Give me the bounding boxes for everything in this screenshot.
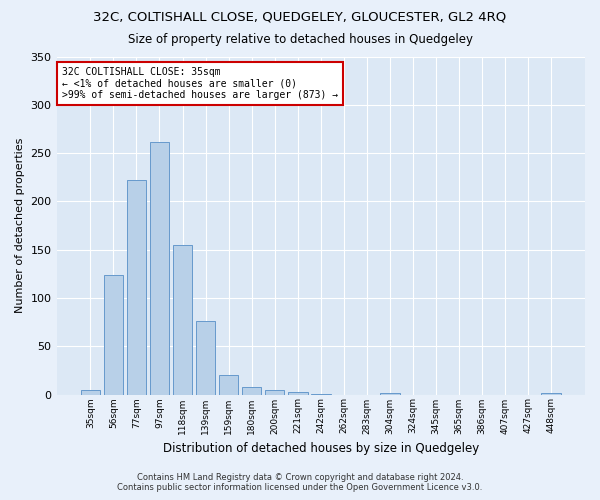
Text: Contains HM Land Registry data © Crown copyright and database right 2024.
Contai: Contains HM Land Registry data © Crown c… [118,473,482,492]
Bar [104,275,123,394]
Y-axis label: Number of detached properties: Number of detached properties [15,138,25,313]
Text: 32C COLTISHALL CLOSE: 35sqm
← <1% of detached houses are smaller (0)
>99% of sem: 32C COLTISHALL CLOSE: 35sqm ← <1% of det… [62,66,338,100]
X-axis label: Distribution of detached houses by size in Quedgeley: Distribution of detached houses by size … [163,442,479,455]
Text: Size of property relative to detached houses in Quedgeley: Size of property relative to detached ho… [128,32,473,46]
Bar [219,375,238,394]
Bar [380,392,400,394]
Text: 32C, COLTISHALL CLOSE, QUEDGELEY, GLOUCESTER, GL2 4RQ: 32C, COLTISHALL CLOSE, QUEDGELEY, GLOUCE… [94,10,506,23]
Bar [265,390,284,394]
Bar [196,321,215,394]
Bar [149,142,169,394]
Bar [541,392,561,394]
Bar [80,390,100,394]
Bar [242,387,262,394]
Bar [127,180,146,394]
Bar [173,245,193,394]
Bar [288,392,308,394]
